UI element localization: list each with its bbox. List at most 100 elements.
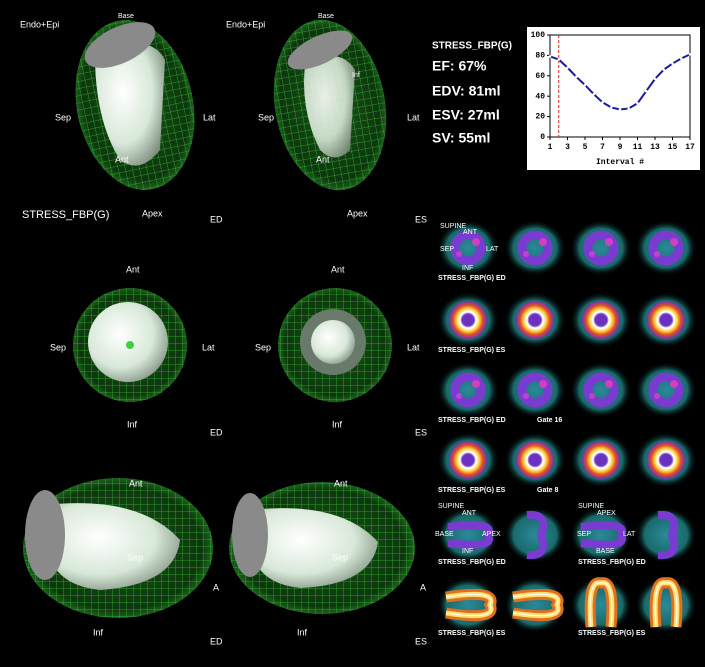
x-tick-label: 7 [600, 143, 605, 152]
slice-label: SUPINE [440, 223, 466, 230]
slice-image [437, 432, 499, 488]
heart-3d-bottom-left [23, 478, 213, 618]
sv: SV: 55ml [432, 130, 490, 146]
sep-label: Sep [50, 342, 66, 352]
hot-spot [472, 238, 480, 246]
volume-point [574, 75, 578, 79]
slice-label: BASE [435, 531, 454, 538]
hot-spot [605, 380, 613, 388]
volume-point [592, 92, 596, 96]
phase-label: ES [415, 214, 427, 224]
slice-image [437, 220, 499, 276]
volume-point [671, 62, 674, 65]
ant-label: Ant [334, 478, 348, 488]
myocardium [583, 372, 619, 408]
base-label: Base [318, 13, 334, 20]
slice-caption: STRESS_FBP(G) ED [438, 559, 506, 566]
x-tick-label: 1 [548, 143, 553, 152]
slice-images [437, 220, 697, 633]
volume-point [566, 66, 569, 69]
hot-spot [456, 251, 462, 257]
slice-image [504, 220, 566, 276]
sep-label: Sep [332, 552, 348, 562]
myocardium [647, 301, 685, 339]
slice-image [570, 362, 632, 418]
slice-image [635, 220, 697, 276]
slice-image [635, 432, 697, 488]
myocardium [449, 301, 487, 339]
myocardium [517, 230, 553, 266]
y-tick-label: 100 [531, 31, 546, 40]
slice-background [504, 362, 566, 418]
contour [512, 593, 559, 617]
myocardium [526, 510, 548, 560]
lat-label: Lat [203, 112, 216, 122]
contour [592, 311, 610, 329]
base-label: Base [118, 13, 134, 20]
volume-point [688, 53, 692, 56]
volume-point [653, 77, 657, 81]
slice-background [635, 362, 697, 418]
slice-label: ANT [462, 510, 477, 517]
slice-image [437, 507, 499, 563]
heart-3d-top-left [75, 20, 195, 190]
contour [657, 311, 675, 329]
volume-point [609, 106, 613, 109]
slice-background [437, 220, 499, 276]
slice-background [570, 362, 632, 418]
slice-image [570, 292, 632, 348]
slice-image [570, 577, 632, 633]
heart-3d-mid-right [278, 288, 392, 402]
slice-label: ANT [463, 229, 478, 236]
volume-point [662, 68, 666, 71]
slice-image [504, 507, 566, 563]
ant-label: Ant [129, 478, 143, 488]
myocardium [647, 441, 685, 479]
x-tick-label: 15 [668, 143, 678, 152]
sep-label: Sep [55, 112, 71, 122]
slice-label: APEX [482, 531, 501, 538]
ef: EF: 67% [432, 58, 487, 74]
myocardium [580, 521, 627, 549]
phase-label: ED [210, 636, 223, 646]
ant-label: Ant [126, 264, 140, 274]
x-tick-label: 9 [618, 143, 623, 152]
ant-label: Ant [115, 154, 129, 164]
myocardium [648, 230, 684, 266]
contour [445, 593, 492, 617]
slice-background [570, 220, 632, 276]
slice-label: APEX [597, 510, 616, 517]
slice-label: INF [462, 548, 473, 555]
myocardium [517, 372, 553, 408]
slice-labels: SUPINE ANT SEP LAT INF STRESS_FBP(G) ED … [435, 223, 646, 637]
heart-3d-mid-left [73, 288, 187, 402]
slice-image [504, 362, 566, 418]
contour [657, 451, 675, 469]
slice-image [504, 432, 566, 488]
lat-label: Lat [202, 342, 215, 352]
slice-label: SUPINE [578, 503, 604, 510]
sep-label: Sep [258, 112, 274, 122]
hot-spot [472, 380, 480, 388]
ant-label: Ant [331, 264, 345, 274]
x-tick-label: 17 [685, 143, 695, 152]
slice-background [570, 507, 632, 563]
hot-spot [605, 238, 613, 246]
hot-spot [654, 251, 660, 257]
slice-label: INF [462, 265, 473, 272]
phase-label: ES [415, 427, 427, 437]
slice-background [635, 220, 697, 276]
contour [526, 451, 544, 469]
sep-label: Sep [255, 342, 271, 352]
inf-label: Inf [297, 627, 308, 637]
slice-image [570, 432, 632, 488]
contour [459, 451, 477, 469]
slice-background [635, 507, 697, 563]
sep-label: Sep [127, 552, 143, 562]
lat-label: Lat [407, 342, 420, 352]
slice-caption: STRESS_FBP(G) ED [578, 559, 646, 566]
mode-label: Endo+Epi [226, 19, 265, 29]
slice-image [570, 220, 632, 276]
